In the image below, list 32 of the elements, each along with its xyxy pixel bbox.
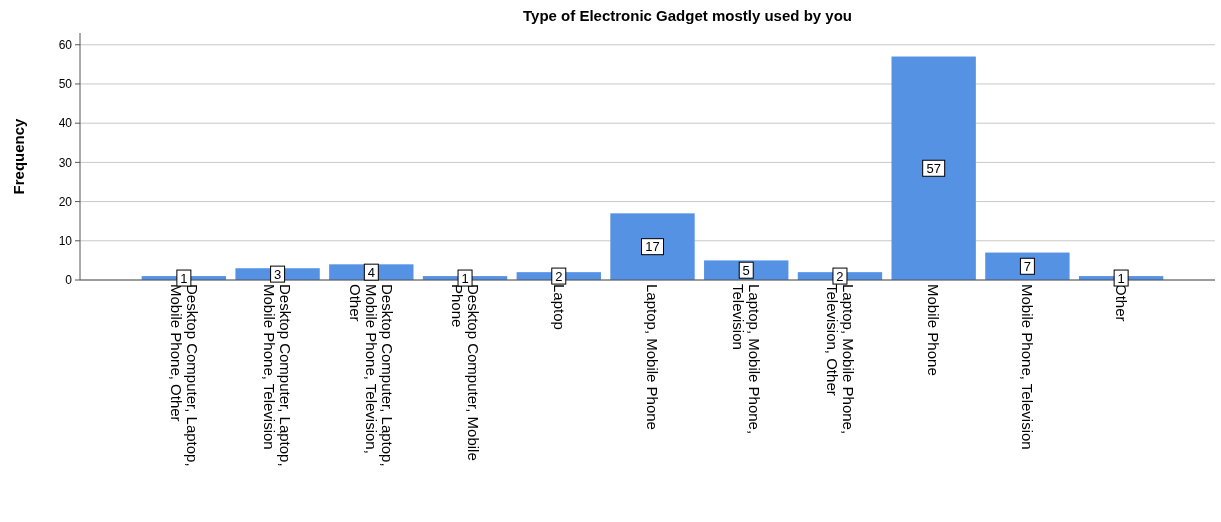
data-label: 17 — [645, 239, 660, 255]
y-tick-label: 40 — [58, 116, 73, 131]
y-tick-label: 20 — [58, 194, 73, 209]
data-label: 1 — [1117, 270, 1125, 286]
x-tick-label: Mobile Phone, Television — [1019, 284, 1037, 450]
x-tick-label: Desktop Computer, Laptop, Mobile Phone, Television, Other — [347, 284, 397, 467]
data-label: 1 — [180, 270, 188, 286]
y-tick-label: 50 — [58, 77, 73, 92]
data-label: 7 — [1023, 258, 1032, 274]
x-tick-label: Desktop Computer, Laptop, Mobile Phone, Other — [167, 284, 201, 467]
y-tick-label: 30 — [58, 155, 73, 170]
x-tick-label: Desktop Computer, Mobile Phone — [448, 284, 482, 461]
y-axis-title: Frequency — [10, 117, 27, 195]
data-label: 5 — [742, 262, 750, 278]
data-label: 2 — [555, 268, 563, 284]
y-tick-label: 0 — [65, 273, 73, 288]
bar — [610, 213, 695, 280]
x-tick-label: Laptop, Mobile Phone — [644, 284, 662, 430]
y-tick-label: 60 — [58, 37, 73, 52]
x-tick-label: Laptop, Mobile Phone, Television, Other — [823, 284, 857, 435]
data-label: 3 — [273, 266, 282, 282]
x-tick-label: Laptop, Mobile Phone, Television — [729, 284, 763, 435]
data-label: 4 — [367, 264, 375, 280]
bar — [891, 56, 976, 280]
data-label: 1 — [461, 270, 469, 286]
y-tick-label: 10 — [58, 233, 73, 248]
chart-title: Type of Electronic Gadget mostly used by you — [523, 7, 852, 24]
x-tick-label: Laptop — [550, 284, 568, 330]
data-label: 2 — [836, 268, 844, 284]
data-label: 57 — [926, 160, 941, 176]
x-tick-label: Desktop Computer, Laptop, Mobile Phone, Television — [261, 284, 295, 467]
x-tick-label: Mobile Phone — [925, 284, 943, 376]
